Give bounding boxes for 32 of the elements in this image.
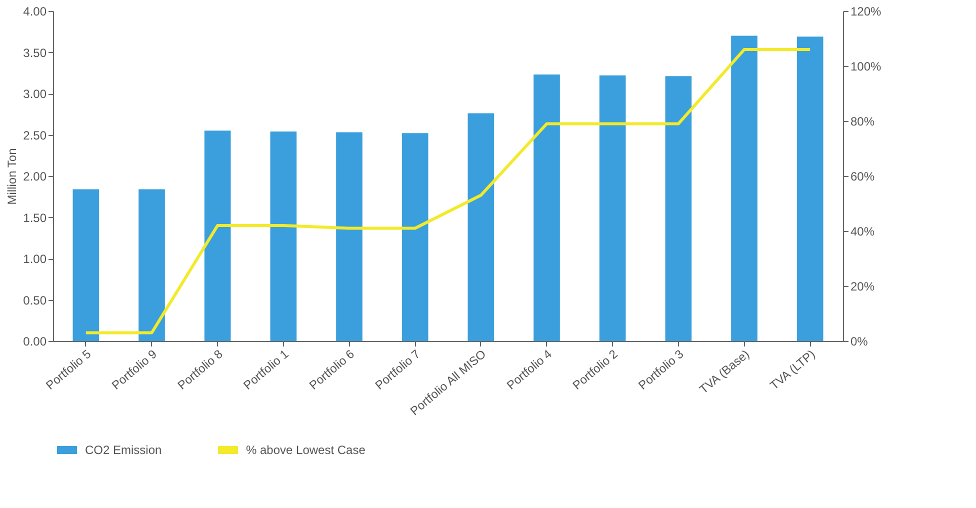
y-axis-title: Million Ton [5, 148, 20, 205]
y2-tick-label: 20% [850, 280, 875, 294]
bar [796, 36, 824, 341]
y2-tick-label: 80% [850, 114, 875, 128]
bar [138, 189, 165, 341]
y2-tick-label: 120% [850, 4, 882, 18]
legend-label: CO2 Emission [85, 443, 162, 457]
y-tick-label: 2.00 [23, 170, 47, 184]
y-tick-label: 0.50 [23, 293, 47, 308]
bar [336, 132, 362, 341]
y-tick-label: 4.00 [23, 4, 47, 18]
y-tick-label: 2.50 [23, 128, 47, 142]
line-series [84, 48, 812, 334]
bar [534, 74, 560, 341]
y-tick-label: 1.50 [23, 210, 47, 225]
y2-tick-label: 100% [850, 60, 882, 74]
y-tick-label: 3.00 [23, 87, 47, 101]
y2-tick-label: 40% [850, 224, 875, 238]
bar [665, 76, 692, 341]
bar [402, 133, 428, 341]
bar [468, 113, 494, 341]
y-tick-label: 1.00 [23, 252, 47, 266]
bar [204, 130, 231, 341]
bar [270, 131, 297, 341]
y2-tick-label: 0% [850, 334, 868, 348]
bar [72, 189, 100, 341]
y-tick-label: 0.00 [23, 334, 47, 348]
bar [731, 36, 758, 341]
legend-label: % above Lowest Case [246, 443, 366, 457]
bar [599, 75, 626, 341]
y2-tick-label: 60% [850, 170, 875, 184]
y-tick-label: 3.50 [23, 46, 47, 60]
